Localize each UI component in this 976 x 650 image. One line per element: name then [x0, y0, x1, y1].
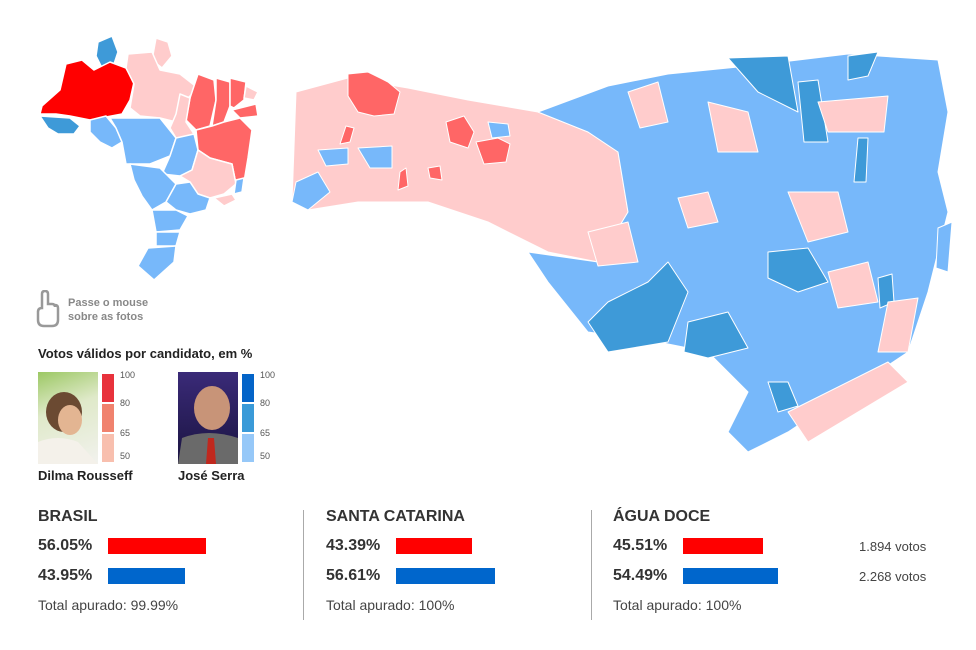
municipality-west-blue-3[interactable]: [357, 145, 393, 169]
scale-blue-65-80: [242, 404, 254, 432]
region-title: BRASIL: [38, 508, 98, 525]
percent-dilma: 56.05%: [38, 537, 93, 554]
dilma-photo[interactable]: [38, 372, 98, 464]
hand-pointer-icon: [36, 290, 60, 328]
municipality-west-red-1[interactable]: [347, 71, 401, 117]
municipality-east-pink-7[interactable]: [787, 361, 909, 443]
state-pe[interactable]: [231, 103, 259, 119]
state-ac[interactable]: [39, 115, 81, 135]
municipality-east-pink-2[interactable]: [707, 101, 759, 153]
votes-dilma: 1.894 votos: [859, 539, 927, 554]
municipality-east-pink-1[interactable]: [627, 81, 669, 129]
bar-serra: [108, 568, 185, 584]
state-am[interactable]: [39, 59, 135, 121]
bar-dilma: [396, 538, 472, 554]
percent-serra: 56.61%: [326, 567, 381, 584]
state-rs[interactable]: [137, 245, 177, 281]
municipality-island[interactable]: [935, 221, 953, 273]
state-ro[interactable]: [89, 115, 123, 149]
votes-serra: 2.268 votos: [859, 569, 927, 584]
municipality-blue-strong-2[interactable]: [683, 311, 749, 359]
scale-red-80-100: [102, 374, 114, 402]
result-row-dilma: 56.05%: [38, 531, 206, 561]
municipality-west-blue-2[interactable]: [317, 147, 349, 167]
serra-color-scale: [242, 374, 254, 462]
hover-hint: Passe o mouse sobre as fotos: [34, 290, 148, 330]
state-sp[interactable]: [165, 181, 211, 215]
municipality-east-pink-5[interactable]: [827, 261, 879, 309]
municipality-blue-strong-9[interactable]: [767, 381, 799, 413]
scale-red-65-80: [102, 404, 114, 432]
serra-name: José Serra: [178, 468, 245, 483]
municipality-west-red-4[interactable]: [397, 167, 409, 191]
result-row-serra: 56.61%: [326, 561, 495, 591]
total-counted: Total apurado: 100%: [326, 597, 455, 613]
state-sc[interactable]: [155, 231, 181, 247]
results-santa-catarina: SANTA CATARINA 43.39% 56.61% Total apura…: [326, 508, 495, 620]
result-row-dilma: 45.51%: [613, 531, 943, 561]
scale-red-50-65: [102, 434, 114, 462]
hint-line-2: sobre as fotos: [68, 311, 144, 323]
bar-dilma: [683, 538, 763, 554]
municipality-blue-strong-5[interactable]: [797, 79, 829, 143]
scale-blue-80-100: [242, 374, 254, 402]
divider: [591, 510, 592, 620]
municipality-blue-strong-6[interactable]: [847, 52, 879, 81]
serra-photo[interactable]: [178, 372, 238, 464]
percent-dilma: 45.51%: [613, 537, 668, 554]
divider: [303, 510, 304, 620]
state-es[interactable]: [233, 177, 245, 195]
bar-serra: [396, 568, 495, 584]
municipality-blue-strong-3[interactable]: [767, 247, 829, 293]
percent-serra: 43.95%: [38, 567, 93, 584]
brazil-states-map[interactable]: [30, 34, 260, 284]
state-pr[interactable]: [151, 209, 189, 233]
state-rj[interactable]: [213, 193, 237, 207]
municipality-east-pink-6[interactable]: [877, 297, 919, 353]
percent-serra: 54.49%: [613, 567, 668, 584]
state-ms[interactable]: [129, 163, 177, 211]
dilma-name: Dilma Rousseff: [38, 468, 133, 483]
municipality-blue-strong-4[interactable]: [727, 55, 799, 113]
state-mt[interactable]: [109, 117, 177, 165]
municipality-west-red-5[interactable]: [427, 165, 443, 181]
result-row-serra: 43.95%: [38, 561, 206, 591]
municipality-west-blue-4[interactable]: [487, 121, 511, 139]
municipality-west-red-2[interactable]: [445, 115, 475, 149]
municipality-west-red-6[interactable]: [339, 125, 355, 145]
municipality-west-blue-1[interactable]: [291, 171, 331, 211]
legend-title: Votos válidos por candidato, em %: [38, 346, 253, 361]
municipality-east-pink-3[interactable]: [817, 95, 889, 133]
hint-line-1: Passe o mouse: [68, 297, 149, 309]
total-counted: Total apurado: 99.99%: [38, 597, 179, 613]
bar-dilma: [108, 538, 206, 554]
results-brasil: BRASIL 56.05% 43.95% Total apurado: 99.9…: [38, 508, 206, 620]
state-ce[interactable]: [229, 77, 247, 109]
bar-serra: [683, 568, 778, 584]
municipality-east-pink-4[interactable]: [787, 191, 849, 243]
total-counted: Total apurado: 100%: [613, 597, 742, 613]
dilma-color-scale: [102, 374, 114, 462]
result-row-dilma: 43.39%: [326, 531, 495, 561]
municipality-west-red-3[interactable]: [475, 137, 511, 165]
state-rn[interactable]: [243, 85, 259, 101]
scale-blue-50-65: [242, 434, 254, 462]
municipality-east-pink-8[interactable]: [677, 191, 719, 229]
region-title: SANTA CATARINA: [326, 508, 465, 525]
results-agua-doce: ÁGUA DOCE 45.51% 54.49% Total apurado: 1…: [613, 508, 943, 620]
municipality-blue-strong-1[interactable]: [587, 261, 689, 353]
municipality-blue-strong-7[interactable]: [853, 137, 869, 183]
result-row-serra: 54.49%: [613, 561, 943, 591]
region-title: ÁGUA DOCE: [613, 508, 711, 525]
municipality-east-pink-9[interactable]: [587, 221, 639, 267]
percent-dilma: 43.39%: [326, 537, 381, 554]
santa-catarina-municipalities-map[interactable]: [288, 52, 958, 464]
